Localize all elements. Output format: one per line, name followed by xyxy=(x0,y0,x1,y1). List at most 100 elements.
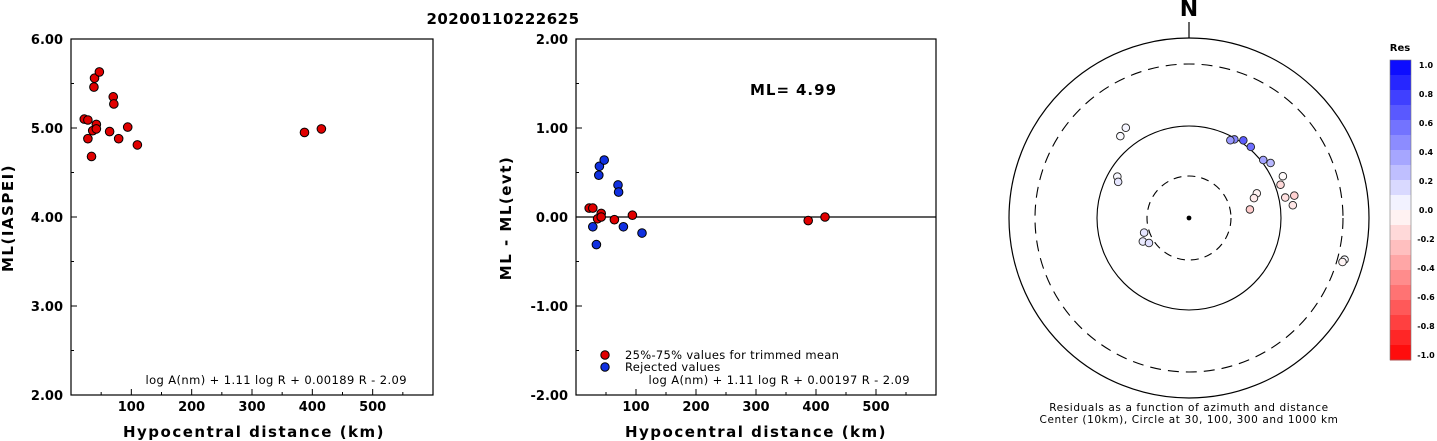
colorbar-cell xyxy=(1390,135,1411,151)
colorbar-tick-label: 1.0 xyxy=(1419,61,1434,70)
colorbar-cell xyxy=(1390,120,1411,136)
plot2-ytick-label: -1.00 xyxy=(531,300,568,315)
map-station-point xyxy=(1288,201,1298,210)
plot1-ytick-label: 3.00 xyxy=(31,300,63,315)
plot2-used-point xyxy=(820,212,830,222)
map-station-point xyxy=(1278,171,1288,181)
plot2-xtick-label: 500 xyxy=(862,400,889,415)
plot1-xtick-label: 200 xyxy=(178,400,205,415)
colorbar-cell xyxy=(1390,300,1411,316)
map-station-point xyxy=(1113,177,1123,187)
plot2-xlabel: Hypocentral distance (km) xyxy=(625,423,887,441)
colorbar-tick-label: 0.2 xyxy=(1419,177,1433,186)
map-station-point xyxy=(1276,180,1285,189)
plot1-ytick-label: 2.00 xyxy=(31,389,63,404)
colorbar-tick-label: -0.6 xyxy=(1417,293,1435,302)
chart-title: 20200110222625 xyxy=(426,10,579,28)
ring-1000km xyxy=(1008,37,1370,399)
plot1-ytick-label: 5.00 xyxy=(31,122,63,137)
colorbar-tick-label: -0.4 xyxy=(1417,264,1435,273)
plot2-rejected-point xyxy=(594,161,605,172)
colorbar-cell xyxy=(1390,255,1411,271)
plot2-xtick-label: 100 xyxy=(622,400,649,415)
map-caption-line2: Center (10km), Circle at 30, 100, 300 an… xyxy=(1040,414,1339,426)
map-station-point xyxy=(1245,205,1255,214)
plot2-ytick-label: 1.00 xyxy=(536,122,568,137)
legend-marker-used xyxy=(600,350,610,360)
colorbar-cell xyxy=(1390,150,1411,166)
plot2-ytick-label: -2.00 xyxy=(531,389,568,404)
colorbar-cell xyxy=(1390,60,1411,76)
plot1-data-point xyxy=(104,126,115,137)
epicenter-marker xyxy=(1186,215,1192,221)
colorbar-cell xyxy=(1390,75,1411,91)
legend-label-rejected: Rejected values xyxy=(625,360,721,374)
colorbar-cell xyxy=(1390,330,1411,346)
plot2-used-point xyxy=(596,212,607,222)
map-station-point xyxy=(1280,193,1290,202)
plot1-xtick-label: 500 xyxy=(359,400,386,415)
plot1-xtick-label: 300 xyxy=(238,400,265,415)
ring-100km xyxy=(1096,125,1282,311)
plot2-ylabel: ML - ML(evt) xyxy=(497,156,515,280)
colorbar-tick-label: 0.4 xyxy=(1419,148,1434,157)
plot2-used-point xyxy=(627,210,638,221)
colorbar-frame xyxy=(1389,59,1412,361)
ring-300km xyxy=(1034,63,1344,373)
colorbar-tick-label: 0.0 xyxy=(1419,206,1434,215)
map-station-point xyxy=(1266,158,1275,168)
plot2-formula: log A(nm) + 1.11 log R + 0.00197 R - 2.0… xyxy=(648,373,910,387)
plot2-ytick-label: 2.00 xyxy=(536,33,568,48)
colorbar-tick-label: -0.2 xyxy=(1417,235,1435,244)
plot1-data-point xyxy=(94,67,105,77)
plot2-used-point xyxy=(588,203,598,213)
map-station-point xyxy=(1249,193,1259,203)
map-station-point xyxy=(1338,257,1347,267)
colorbar-cell xyxy=(1390,345,1411,361)
plot1-data-point xyxy=(132,140,143,150)
plot1-ytick-label: 6.00 xyxy=(31,33,63,48)
plot1-frame xyxy=(70,38,434,396)
map-station-point xyxy=(1139,228,1149,237)
plot2-rejected-point xyxy=(618,221,629,232)
plot2-used-point xyxy=(803,215,814,226)
plot1-xtick-label: 100 xyxy=(118,400,145,415)
map-caption-line1: Residuals as a function of azimuth and d… xyxy=(1049,402,1329,414)
plot1-data-point xyxy=(299,127,310,138)
plot1-formula: log A(nm) + 1.11 log R + 0.00189 R - 2.0… xyxy=(145,373,407,387)
ml-vs-distance-plot: 100 200 300 400 500 2.00 3.00 4.00 5.00 6.00 log … xyxy=(0,33,434,441)
map-station-point xyxy=(1246,142,1256,152)
residual-vs-distance-plot: 100 200 300 400 500 -2.00 -1.00 0.00 1.00 2.00 ML… xyxy=(497,33,937,441)
plot2-xtick-label: 200 xyxy=(682,400,709,415)
plot1-xtick-label: 400 xyxy=(299,400,326,415)
colorbar-tick-label: 0.8 xyxy=(1419,90,1434,99)
plot2-rejected-point xyxy=(588,221,598,232)
colorbar-cell xyxy=(1390,195,1411,211)
map-station-point xyxy=(1239,136,1248,145)
ring-30km xyxy=(1146,175,1232,261)
plot1-data-point xyxy=(122,122,133,132)
plot1-data-point xyxy=(91,124,102,134)
map-station-point xyxy=(1116,131,1125,141)
colorbar-title: Res xyxy=(1390,43,1410,54)
colorbar-cell xyxy=(1390,240,1411,256)
plot1-data-point xyxy=(316,124,327,134)
colorbar-cell xyxy=(1390,270,1411,286)
plot2-ytick-label: 0.00 xyxy=(536,211,568,226)
plot2-used-point xyxy=(609,214,620,225)
colorbar-tick-label: -1.0 xyxy=(1417,351,1435,360)
colorbar-cell xyxy=(1390,225,1411,241)
ml-label: ML= xyxy=(750,81,790,99)
plot2-rejected-point xyxy=(594,170,604,180)
colorbar-cell xyxy=(1390,180,1411,196)
plot1-data-point xyxy=(89,73,100,83)
plot2-rejected-point xyxy=(599,155,610,165)
residual-colorbar: Res 1.0 0.8 0.6 0.4 0.2 0.0 -0.2 -0.4 -0.6 -0.8 -1… xyxy=(1389,43,1435,361)
plot2-rejected-point xyxy=(613,187,624,197)
plot1-ylabel: ML(IASPEI) xyxy=(0,164,17,272)
plot1-data-point xyxy=(113,133,124,144)
colorbar-cell xyxy=(1390,105,1411,121)
map-station-point xyxy=(1226,135,1235,145)
colorbar-cell xyxy=(1390,210,1411,226)
